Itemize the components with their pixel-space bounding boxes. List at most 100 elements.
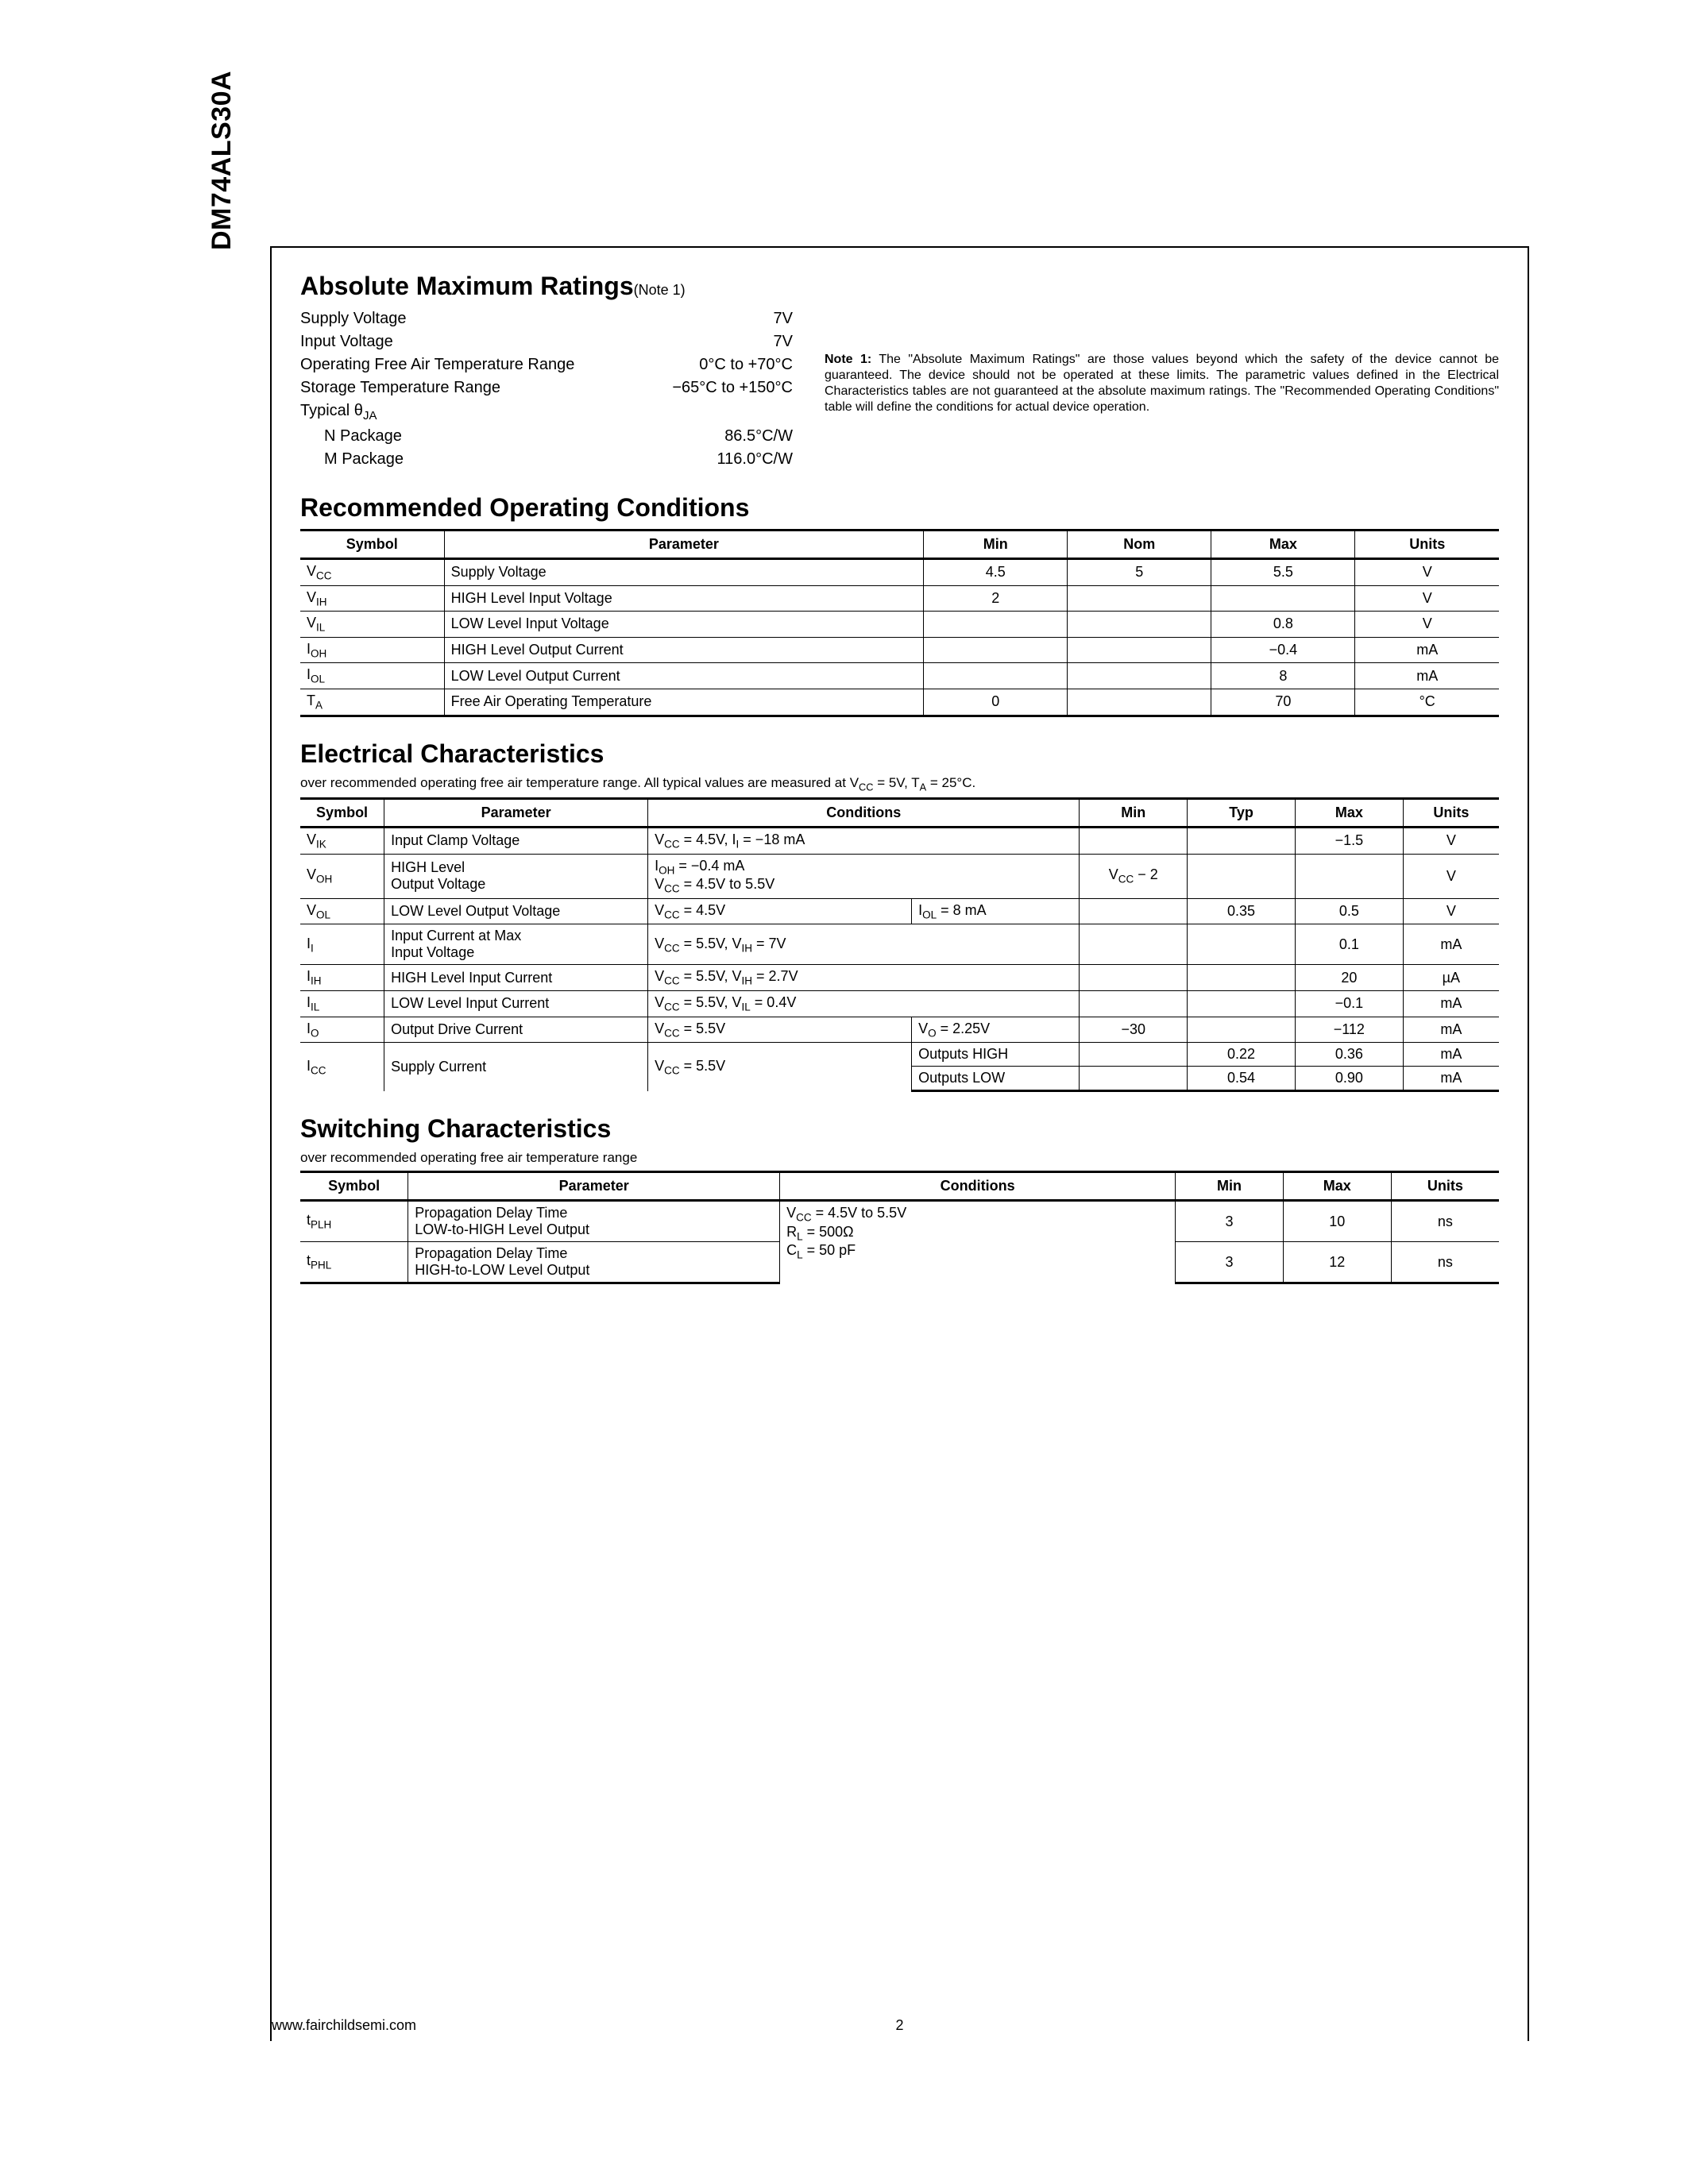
cell-parameter: LOW Level Output Current bbox=[444, 663, 924, 689]
cell-max bbox=[1295, 854, 1403, 898]
cell-max: 8 bbox=[1211, 663, 1355, 689]
cell-symbol: TA bbox=[300, 689, 444, 716]
cell-cond2: Outputs HIGH bbox=[912, 1043, 1080, 1067]
cell-min bbox=[1080, 827, 1188, 854]
cell-units: mA bbox=[1403, 924, 1499, 965]
cell-units: °C bbox=[1355, 689, 1499, 716]
col-parameter: Parameter bbox=[384, 798, 648, 827]
cell-parameter: Propagation Delay TimeHIGH-to-LOW Level … bbox=[408, 1242, 780, 1283]
amr-value: 7V bbox=[774, 333, 793, 351]
cell-conditions: IOH = −0.4 mAVCC = 4.5V to 5.5V bbox=[648, 854, 1080, 898]
ec-title: Electrical Characteristics bbox=[300, 739, 1499, 769]
cell-typ bbox=[1188, 965, 1296, 991]
cell-nom bbox=[1068, 663, 1211, 689]
roc-table: SymbolParameterMinNomMaxUnits VCCSupply … bbox=[300, 529, 1499, 717]
col-header: Symbol bbox=[300, 531, 444, 559]
col-header: Min bbox=[924, 531, 1068, 559]
table-row: VIKInput Clamp VoltageVCC = 4.5V, II = −… bbox=[300, 827, 1499, 854]
cell-cond2: IOL = 8 mA bbox=[912, 898, 1080, 924]
table-row: IOLLOW Level Output Current8mA bbox=[300, 663, 1499, 689]
table-row: IOOutput Drive CurrentVCC = 5.5VVO = 2.2… bbox=[300, 1017, 1499, 1043]
cell-max: −1.5 bbox=[1295, 827, 1403, 854]
amr-value: 7V bbox=[774, 310, 793, 328]
cell-max: 10 bbox=[1283, 1201, 1391, 1242]
col-units: Units bbox=[1403, 798, 1499, 827]
ec-table: Symbol Parameter Conditions Min Typ Max … bbox=[300, 797, 1499, 1092]
table-header-row: SymbolParameterMinNomMaxUnits bbox=[300, 531, 1499, 559]
cell-units: V bbox=[1403, 854, 1499, 898]
cell-symbol: VIH bbox=[300, 585, 444, 612]
cell-min: 0 bbox=[924, 689, 1068, 716]
cell-typ: 0.22 bbox=[1188, 1043, 1296, 1067]
cell-max bbox=[1211, 585, 1355, 612]
cell-min bbox=[1080, 965, 1188, 991]
cell-parameter: Free Air Operating Temperature bbox=[444, 689, 924, 716]
amr-title-text: Absolute Maximum Ratings bbox=[300, 272, 634, 300]
col-header: Units bbox=[1391, 1172, 1499, 1201]
amr-label: Supply Voltage bbox=[300, 310, 406, 328]
cell-symbol: VOL bbox=[300, 898, 384, 924]
cell-min: VCC − 2 bbox=[1080, 854, 1188, 898]
cell-max: −112 bbox=[1295, 1017, 1403, 1043]
amr-wrap: Supply Voltage7VInput Voltage7VOperating… bbox=[300, 307, 1499, 471]
cell-symbol: IIH bbox=[300, 965, 384, 991]
amr-value: 0°C to +70°C bbox=[699, 356, 793, 374]
col-min: Min bbox=[1080, 798, 1188, 827]
cell-conditions: VCC = 4.5V to 5.5VRL = 500ΩCL = 50 pF bbox=[780, 1201, 1176, 1283]
roc-title: Recommended Operating Conditions bbox=[300, 493, 1499, 523]
cell-symbol: II bbox=[300, 924, 384, 965]
amr-row: Input Voltage7V bbox=[300, 330, 793, 353]
cell-max: 12 bbox=[1283, 1242, 1391, 1283]
cell-conditions: VCC = 5.5V, VIL = 0.4V bbox=[648, 990, 1080, 1017]
col-header: Max bbox=[1211, 531, 1355, 559]
cell-max: 0.8 bbox=[1211, 612, 1355, 638]
cell-typ bbox=[1188, 990, 1296, 1017]
cell-parameter: Supply Current bbox=[384, 1043, 648, 1091]
sc-title: Switching Characteristics bbox=[300, 1114, 1499, 1144]
cell-typ bbox=[1188, 924, 1296, 965]
col-symbol: Symbol bbox=[300, 798, 384, 827]
cell-symbol: VIL bbox=[300, 612, 444, 638]
cell-nom bbox=[1068, 612, 1211, 638]
table-row: VOHHIGH LevelOutput VoltageIOH = −0.4 mA… bbox=[300, 854, 1499, 898]
amr-label: N Package bbox=[324, 427, 402, 446]
col-header: Nom bbox=[1068, 531, 1211, 559]
amr-list: Supply Voltage7VInput Voltage7VOperating… bbox=[300, 307, 793, 471]
cell-symbol: VOH bbox=[300, 854, 384, 898]
cell-cond1: VCC = 5.5V bbox=[648, 1043, 912, 1091]
table-row: VIHHIGH Level Input Voltage2V bbox=[300, 585, 1499, 612]
amr-value: 86.5°C/W bbox=[724, 427, 793, 446]
cell-parameter: Propagation Delay TimeLOW-to-HIGH Level … bbox=[408, 1201, 780, 1242]
amr-note-ref: (Note 1) bbox=[634, 282, 686, 298]
amr-note-text: The "Absolute Maximum Ratings" are those… bbox=[825, 353, 1499, 414]
col-header: Parameter bbox=[444, 531, 924, 559]
cell-max: −0.1 bbox=[1295, 990, 1403, 1017]
table-row: tPLHPropagation Delay TimeLOW-to-HIGH Le… bbox=[300, 1201, 1499, 1242]
amr-row: Operating Free Air Temperature Range0°C … bbox=[300, 353, 793, 376]
cell-min: −30 bbox=[1080, 1017, 1188, 1043]
cell-typ: 0.35 bbox=[1188, 898, 1296, 924]
ec-subtitle: over recommended operating free air temp… bbox=[300, 775, 1499, 793]
cell-symbol: tPLH bbox=[300, 1201, 408, 1242]
cell-min: 3 bbox=[1176, 1242, 1284, 1283]
cell-min bbox=[924, 637, 1068, 663]
cell-max: 0.90 bbox=[1295, 1067, 1403, 1091]
table-header-row: SymbolParameterConditionsMinMaxUnits bbox=[300, 1172, 1499, 1201]
cell-min: 3 bbox=[1176, 1201, 1284, 1242]
part-number-side-label: DM74ALS30A bbox=[207, 71, 238, 250]
amr-row: M Package116.0°C/W bbox=[300, 448, 793, 471]
col-header: Symbol bbox=[300, 1172, 408, 1201]
cell-max: 70 bbox=[1211, 689, 1355, 716]
cell-max: 0.1 bbox=[1295, 924, 1403, 965]
cell-parameter: LOW Level Input Current bbox=[384, 990, 648, 1017]
cell-cond1: VCC = 5.5V bbox=[648, 1017, 912, 1043]
cell-conditions: VCC = 4.5V, II = −18 mA bbox=[648, 827, 1080, 854]
table-row: TAFree Air Operating Temperature0 70°C bbox=[300, 689, 1499, 716]
cell-units: mA bbox=[1403, 1017, 1499, 1043]
cell-max: 0.36 bbox=[1295, 1043, 1403, 1067]
cell-nom bbox=[1068, 585, 1211, 612]
cell-symbol: IO bbox=[300, 1017, 384, 1043]
cell-min bbox=[924, 612, 1068, 638]
table-row: IOHHIGH Level Output Current−0.4mA bbox=[300, 637, 1499, 663]
cell-units: µA bbox=[1403, 965, 1499, 991]
